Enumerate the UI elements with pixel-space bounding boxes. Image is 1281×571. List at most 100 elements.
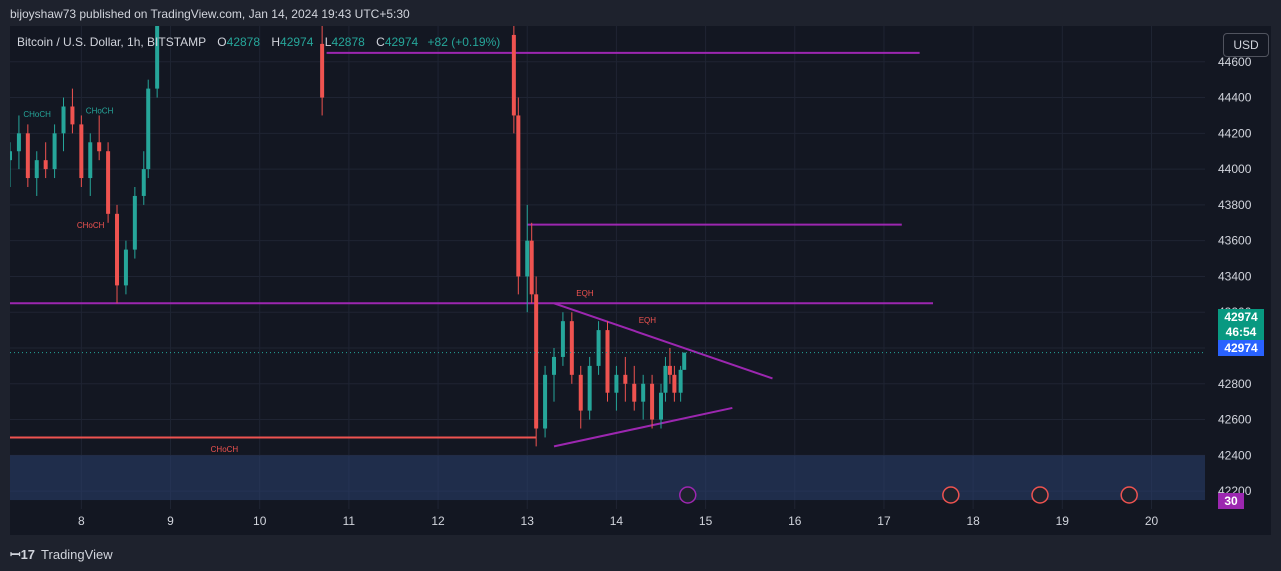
candle-body xyxy=(534,294,539,429)
y-tick-label: 43800 xyxy=(1218,198,1252,212)
y-tick-label: 43600 xyxy=(1218,234,1252,248)
candle-body xyxy=(650,383,655,420)
x-tick-label: 10 xyxy=(253,514,267,528)
tradingview-logo-icon[interactable]: ꟷ17 xyxy=(10,547,36,562)
low-value: 42878 xyxy=(331,35,365,49)
x-tick-label: 8 xyxy=(78,514,85,528)
x-tick-label: 19 xyxy=(1056,514,1070,528)
candle-body xyxy=(132,195,137,250)
candle-body xyxy=(516,115,521,277)
candle-body xyxy=(25,133,30,179)
candle-body xyxy=(529,240,534,295)
candle-body xyxy=(511,34,516,116)
currency-button[interactable]: USD xyxy=(1223,33,1269,57)
candle-countdown: 46:54 xyxy=(1218,324,1264,340)
symbol-legend: Bitcoin / U.S. Dollar, 1h, BITSTAMP O428… xyxy=(17,35,500,49)
y-tick-label: 44400 xyxy=(1218,91,1252,105)
demand-zone xyxy=(10,455,1205,501)
y-tick-label: 42800 xyxy=(1218,377,1252,391)
open-value: 42878 xyxy=(226,35,261,49)
high-label: H xyxy=(271,35,281,49)
candle-body xyxy=(641,383,646,402)
candle-body xyxy=(115,213,120,286)
candle-body xyxy=(34,160,39,179)
candle-body xyxy=(678,369,683,393)
candle-body xyxy=(10,151,12,161)
x-tick-label: 9 xyxy=(167,514,174,528)
candle-body xyxy=(543,374,548,429)
x-tick-label: 17 xyxy=(877,514,891,528)
candle-body xyxy=(43,160,48,170)
smc-annotation: CHoCH xyxy=(86,107,114,116)
candle-body xyxy=(525,240,530,277)
x-tick-label: 14 xyxy=(610,514,624,528)
publish-header: bijoyshaw73 published on TradingView.com… xyxy=(0,0,1281,26)
candle-body xyxy=(560,321,565,357)
event-marker-icon xyxy=(1031,486,1049,504)
smc-annotation: CHoCH xyxy=(211,445,239,454)
event-marker-icon xyxy=(679,486,697,504)
symbol-name[interactable]: Bitcoin / U.S. Dollar, 1h, BITSTAMP xyxy=(17,35,206,49)
candle-body xyxy=(551,356,556,375)
triangle-trendline xyxy=(553,406,733,448)
change-value: +82 (+0.19%) xyxy=(427,35,501,49)
x-tick-label: 12 xyxy=(431,514,445,528)
price-line-label: 42974 xyxy=(1218,340,1264,356)
candle-body xyxy=(663,365,668,393)
candle-body xyxy=(106,151,111,214)
y-tick-label: 44200 xyxy=(1218,126,1252,140)
indicator-value-label: 30 xyxy=(1218,493,1244,509)
publish-line: bijoyshaw73 published on TradingView.com… xyxy=(10,7,410,21)
candle-body xyxy=(659,392,664,420)
candle-body xyxy=(578,374,583,411)
smc-annotation: CHoCH xyxy=(23,110,51,119)
candle-body xyxy=(667,365,672,375)
y-tick-label: 44600 xyxy=(1218,55,1252,69)
candle-body xyxy=(88,142,93,179)
candle-body xyxy=(569,321,574,375)
smc-annotation: EQH xyxy=(576,289,594,298)
y-tick-label: 42400 xyxy=(1218,448,1252,462)
candle-body xyxy=(632,383,637,402)
footer-brand[interactable]: TradingView xyxy=(41,546,113,562)
candle-body xyxy=(70,106,75,125)
candle-body xyxy=(682,352,687,370)
event-marker-icon xyxy=(1120,486,1138,504)
low-label: L xyxy=(324,35,332,49)
candle-body xyxy=(155,26,160,89)
candle-body xyxy=(614,374,619,393)
candle-body xyxy=(587,365,592,411)
candle-body xyxy=(141,169,146,196)
price-chart[interactable]: CHoCH CHoCHCHoCHCHoCHEQHEQH42200424004260… xyxy=(10,26,1271,535)
last-price-label: 42974 xyxy=(1218,309,1264,325)
candle-body xyxy=(672,374,677,393)
x-tick-label: 15 xyxy=(699,514,713,528)
y-tick-label: 44000 xyxy=(1218,162,1252,176)
candle-body xyxy=(623,374,628,384)
candle-body xyxy=(61,106,66,134)
x-tick-label: 13 xyxy=(521,514,535,528)
candle-body xyxy=(605,330,610,393)
chart-frame xyxy=(10,26,1271,535)
open-label: O xyxy=(217,35,227,49)
candle-body xyxy=(146,88,151,170)
candle-body xyxy=(123,249,128,286)
close-label: C xyxy=(376,35,385,49)
smc-annotation: EQH xyxy=(639,316,657,325)
candle-body xyxy=(16,133,21,152)
x-tick-label: 18 xyxy=(966,514,980,528)
x-tick-label: 16 xyxy=(788,514,802,528)
x-tick-label: 20 xyxy=(1145,514,1159,528)
candle-body xyxy=(52,133,57,170)
y-tick-label: 43400 xyxy=(1218,269,1252,283)
smc-annotation: CHoCH xyxy=(77,221,105,230)
x-tick-label: 11 xyxy=(343,514,356,528)
candle-body xyxy=(79,124,84,179)
candle-body xyxy=(320,43,325,98)
high-value: 42974 xyxy=(280,35,314,49)
y-tick-label: 42600 xyxy=(1218,413,1252,427)
candle-body xyxy=(97,142,102,152)
event-marker-icon xyxy=(942,486,960,504)
triangle-trendline xyxy=(553,302,773,380)
footer: ꟷ17 TradingView xyxy=(10,545,113,563)
